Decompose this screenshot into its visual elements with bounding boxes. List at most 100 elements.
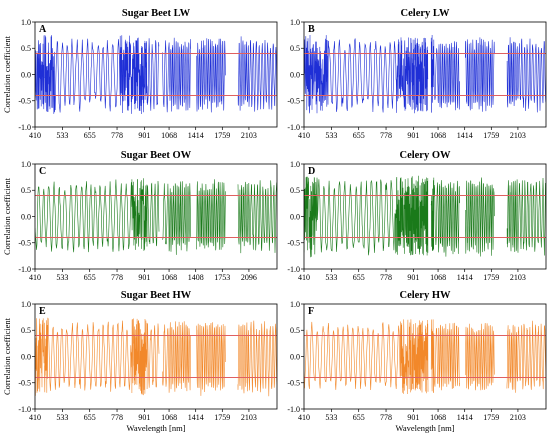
x-tick-label: 1068 <box>430 413 446 422</box>
x-axis-label: Wavelength [nm] <box>395 423 454 433</box>
panel-b: Celery LW -1.0 -0.5 0.0 0.5 1.0 410 533 655 778 90… <box>287 8 547 140</box>
x-tick-label: 2103 <box>241 413 257 422</box>
y-tick-label: 0.0 <box>290 212 300 221</box>
x-tick-label: 901 <box>138 273 150 282</box>
y-tick-label: 0.0 <box>21 212 31 221</box>
panel-c: Sugar Beet OW -1.0 -0.5 0.0 0.5 1.0 410 533 655 7… <box>2 150 278 282</box>
y-tick-label: -0.5 <box>18 239 31 248</box>
correlation-series-line <box>304 319 546 395</box>
y-tick-label: 0.0 <box>290 70 300 79</box>
y-tick-label: -1.0 <box>18 405 31 414</box>
x-tick-label: 901 <box>407 273 419 282</box>
x-tick-label: 1408 <box>188 273 204 282</box>
y-tick-label: -1.0 <box>287 123 300 132</box>
x-tick-label: 1068 <box>161 131 177 140</box>
panel-f: Celery HW -1.0 -0.5 0.0 0.5 1.0 410 533 655 778 90… <box>287 290 547 433</box>
x-tick-label: 2103 <box>510 413 526 422</box>
x-tick-label: 410 <box>298 131 310 140</box>
y-tick-label: 0.5 <box>290 44 300 53</box>
x-tick-label: 1414 <box>188 131 204 140</box>
y-tick-label: 0.5 <box>21 186 31 195</box>
y-tick-label: 0.0 <box>21 70 31 79</box>
panel-letter: D <box>308 166 315 177</box>
x-tick-label: 1414 <box>457 413 473 422</box>
y-tick-label: -1.0 <box>287 405 300 414</box>
x-tick-label: 2096 <box>241 273 257 282</box>
panel-letter: F <box>308 306 314 317</box>
x-tick-label: 1414 <box>457 131 473 140</box>
x-tick-label: 533 <box>56 131 68 140</box>
y-tick-label: 1.0 <box>290 160 300 169</box>
x-tick-label: 901 <box>138 131 150 140</box>
panel-d: Celery OW -1.0 -0.5 0.0 0.5 1.0 410 533 655 778 90… <box>287 150 547 282</box>
correlation-series-line <box>35 178 277 255</box>
y-tick-label: 0.0 <box>290 352 300 361</box>
y-tick-label: 0.5 <box>290 186 300 195</box>
x-tick-label: 1414 <box>457 273 473 282</box>
x-tick-label: 410 <box>298 273 310 282</box>
x-tick-label: 533 <box>56 273 68 282</box>
x-tick-label: 2103 <box>241 131 257 140</box>
plot-frame <box>303 163 547 270</box>
y-tick-label: 1.0 <box>21 160 31 169</box>
plot-frame <box>34 21 278 128</box>
y-tick-label: -0.5 <box>18 379 31 388</box>
y-tick-label: -1.0 <box>18 265 31 274</box>
x-tick-label: 1759 <box>214 413 230 422</box>
x-tick-label: 410 <box>29 413 41 422</box>
y-tick-label: 1.0 <box>290 18 300 27</box>
x-tick-label: 1068 <box>161 273 177 282</box>
x-tick-label: 778 <box>380 413 392 422</box>
y-tick-label: -0.5 <box>287 97 300 106</box>
x-tick-label: 1414 <box>188 413 204 422</box>
y-axis-label: Correlation coefficient <box>2 177 12 255</box>
panel-letter: C <box>39 166 46 177</box>
x-tick-label: 655 <box>353 131 365 140</box>
x-tick-label: 1759 <box>214 131 230 140</box>
panel-title: Celery HW <box>399 290 451 301</box>
x-tick-label: 655 <box>84 413 96 422</box>
y-tick-label: -0.5 <box>18 97 31 106</box>
y-tick-label: -0.5 <box>287 379 300 388</box>
x-tick-label: 2103 <box>510 131 526 140</box>
x-tick-label: 533 <box>325 273 337 282</box>
x-axis-label: Wavelength [nm] <box>126 423 185 433</box>
panel-letter: A <box>39 24 47 35</box>
y-tick-label: 0.5 <box>21 326 31 335</box>
x-tick-label: 410 <box>298 413 310 422</box>
x-tick-label: 410 <box>29 273 41 282</box>
correlation-series-line <box>304 175 546 258</box>
panel-e: Sugar Beet HW -1.0 -0.5 0.0 0.5 1.0 410 533 655 7… <box>2 290 278 433</box>
x-tick-label: 901 <box>407 413 419 422</box>
y-tick-label: 1.0 <box>290 300 300 309</box>
y-tick-label: -1.0 <box>287 265 300 274</box>
panel-title: Celery OW <box>399 150 451 161</box>
x-tick-label: 410 <box>29 131 41 140</box>
correlation-series-line <box>35 317 277 397</box>
x-tick-label: 778 <box>380 131 392 140</box>
plot-frame <box>34 303 278 410</box>
panel-a: Sugar Beet LW -1.0 -0.5 0.0 0.5 1.0 410 533 655 7… <box>2 8 278 140</box>
x-tick-label: 778 <box>111 413 123 422</box>
x-tick-label: 655 <box>353 413 365 422</box>
x-tick-label: 901 <box>138 413 150 422</box>
panel-title: Sugar Beet HW <box>121 290 192 301</box>
y-tick-label: -0.5 <box>287 239 300 248</box>
x-tick-label: 1753 <box>214 273 230 282</box>
y-axis-label: Correlation coefficient <box>2 317 12 395</box>
x-tick-label: 1068 <box>430 273 446 282</box>
y-tick-label: 0.5 <box>21 44 31 53</box>
x-tick-label: 778 <box>111 131 123 140</box>
y-axis-label: Correlation coefficient <box>2 35 12 113</box>
x-tick-label: 655 <box>84 273 96 282</box>
x-tick-label: 778 <box>380 273 392 282</box>
y-tick-label: -1.0 <box>18 123 31 132</box>
y-tick-label: 1.0 <box>21 300 31 309</box>
plot-frame <box>303 303 547 410</box>
plot-frame <box>303 21 547 128</box>
x-tick-label: 778 <box>111 273 123 282</box>
x-tick-label: 533 <box>325 413 337 422</box>
plot-frame <box>34 163 278 270</box>
correlation-series-line <box>35 35 277 115</box>
